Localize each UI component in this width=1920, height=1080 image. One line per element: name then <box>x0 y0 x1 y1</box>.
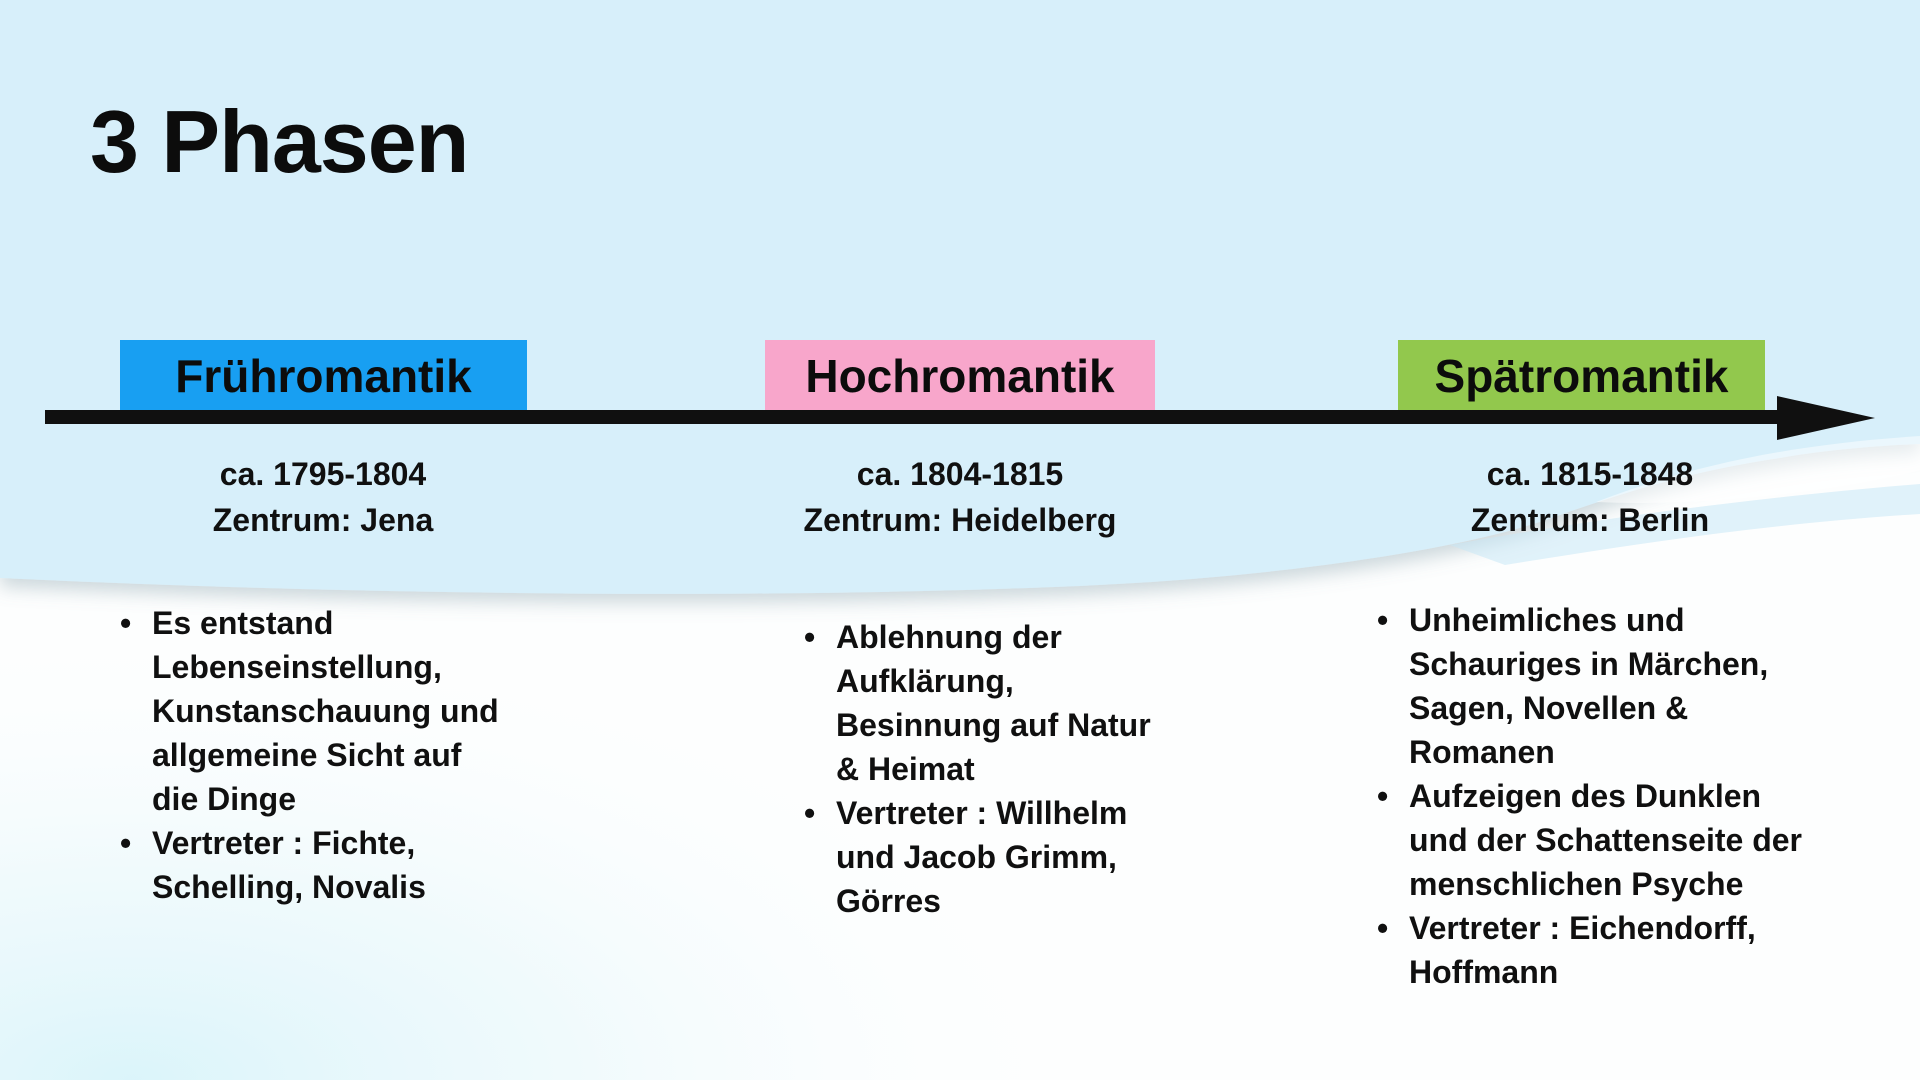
bullet-list-fruehromantik: Es entstand Lebenseinstellung, Kunstansc… <box>118 601 588 909</box>
list-item: Ablehnung der Aufklärung, Besinnung auf … <box>802 615 1252 791</box>
list-item: Vertreter : Fichte, Schelling, Novalis <box>118 821 588 909</box>
phase-box-spaetromantik: Spätromantik <box>1398 340 1765 411</box>
timeline-arrow-icon <box>1777 396 1875 440</box>
phase-label: Hochromantik <box>805 349 1115 402</box>
timeline-line <box>45 410 1782 424</box>
list-item: Unheimliches und Schauriges in Märchen, … <box>1375 598 1905 774</box>
list-item: Es entstand Lebenseinstellung, Kunstansc… <box>118 601 588 821</box>
bullet-list-spaetromantik: Unheimliches und Schauriges in Märchen, … <box>1375 598 1905 994</box>
period-block-hochromantik: ca. 1804-1815 Zentrum: Heidelberg <box>710 451 1210 543</box>
list-item: Vertreter : Eichendorff, Hoffmann <box>1375 906 1905 994</box>
period-dates: ca. 1795-1804 <box>219 456 427 492</box>
list-item: Aufzeigen des Dunklen und der Schattense… <box>1375 774 1905 906</box>
bullet-list-hochromantik: Ablehnung der Aufklärung, Besinnung auf … <box>802 615 1252 923</box>
period-center: Zentrum: Heidelberg <box>803 502 1117 538</box>
slide-title: 3 Phasen <box>90 92 469 191</box>
phase-box-hochromantik: Hochromantik <box>765 340 1155 411</box>
period-dates: ca. 1815-1848 <box>1486 456 1694 492</box>
period-center: Zentrum: Jena <box>212 502 434 538</box>
list-item: Vertreter : Willhelm und Jacob Grimm, Gö… <box>802 791 1252 923</box>
phase-label: Frühromantik <box>175 349 472 402</box>
phase-label: Spätromantik <box>1434 349 1729 402</box>
period-block-fruehromantik: ca. 1795-1804 Zentrum: Jena <box>73 451 573 543</box>
period-block-spaetromantik: ca. 1815-1848 Zentrum: Berlin <box>1340 451 1840 543</box>
phase-box-fruehromantik: Frühromantik <box>120 340 527 411</box>
period-dates: ca. 1804-1815 <box>856 456 1064 492</box>
period-center: Zentrum: Berlin <box>1470 502 1710 538</box>
